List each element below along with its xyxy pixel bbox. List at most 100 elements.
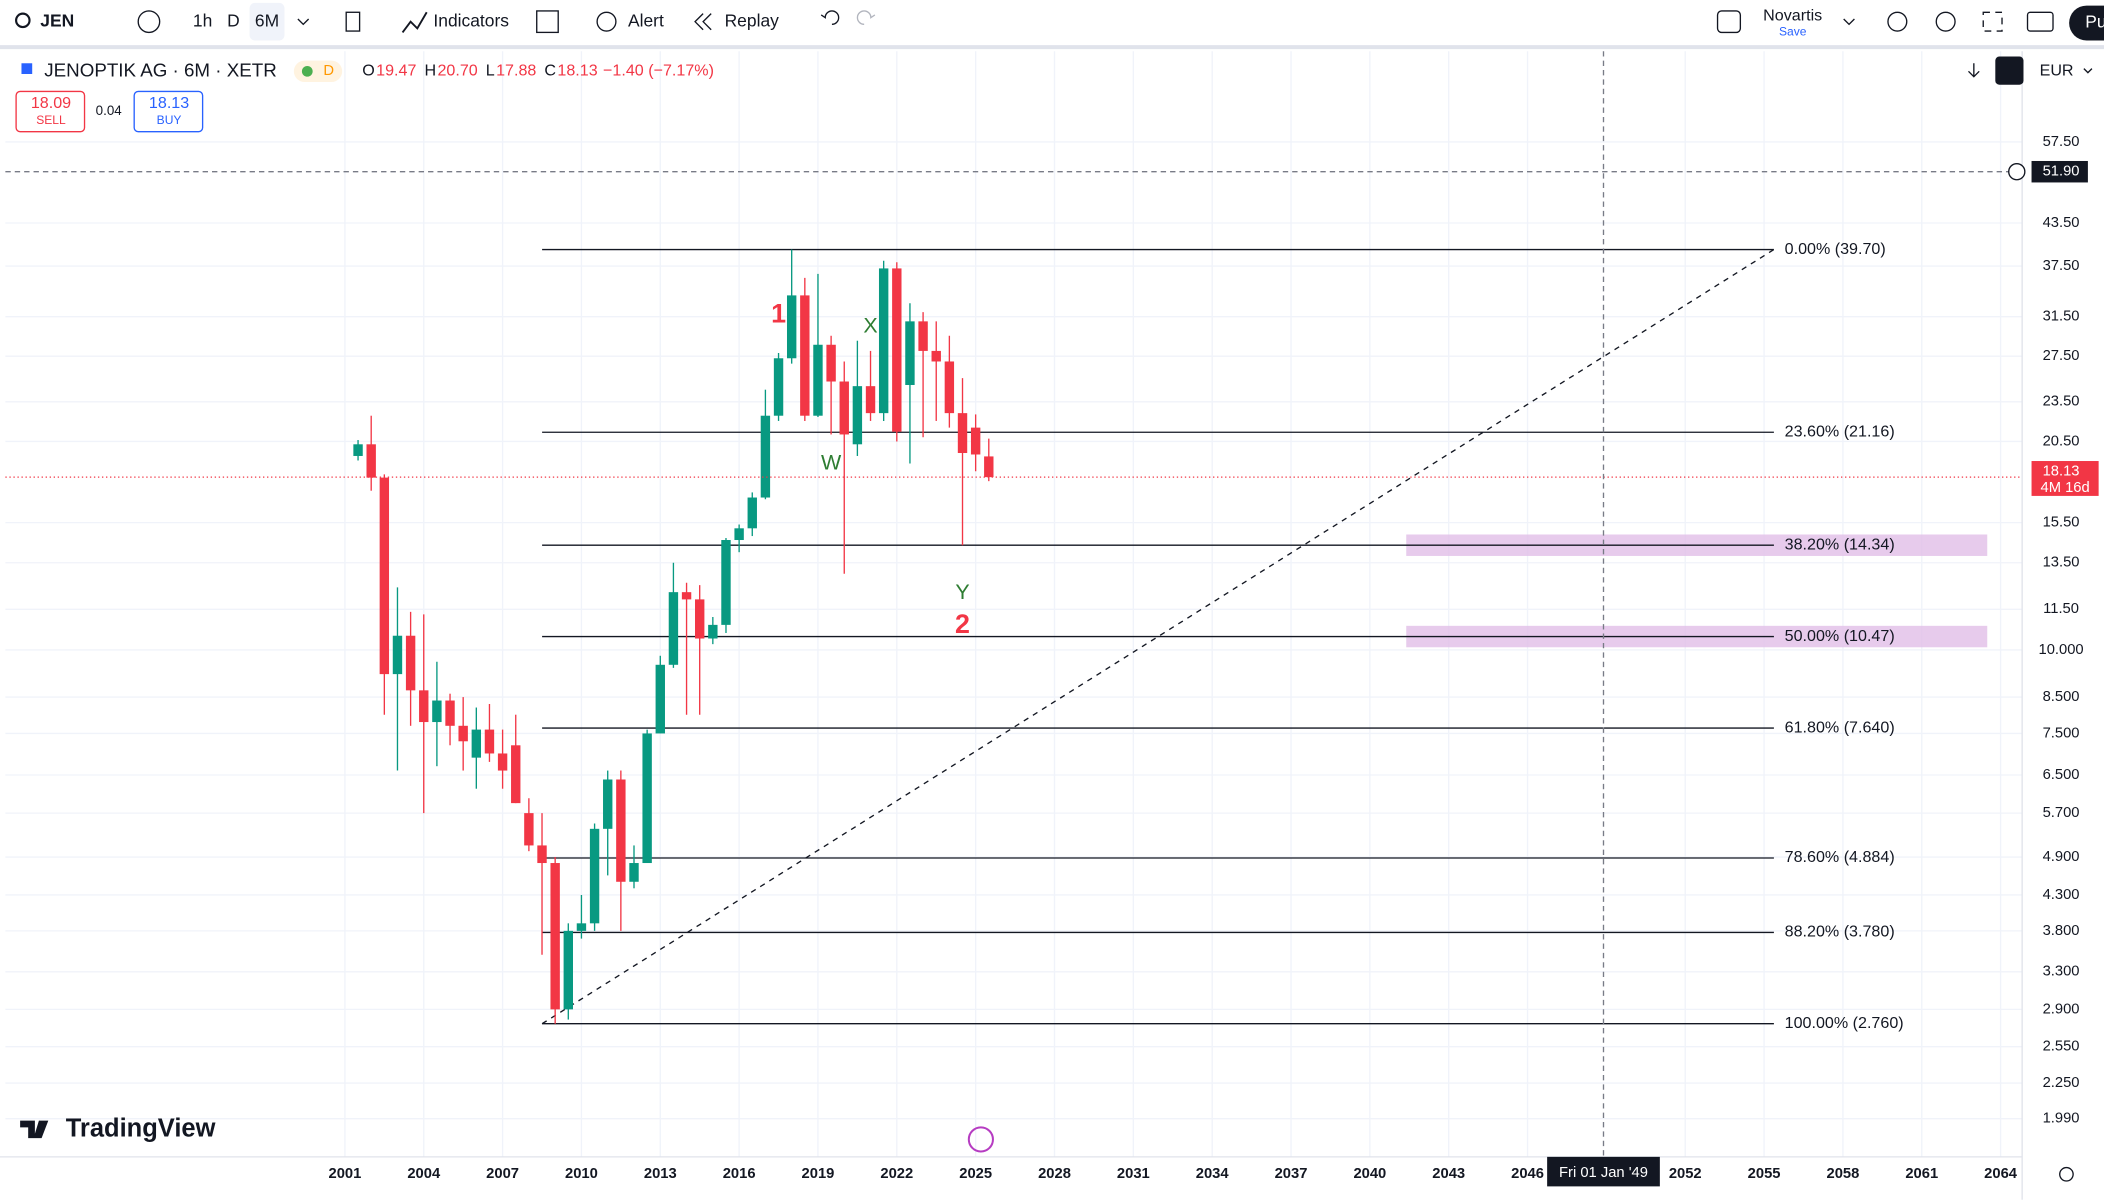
x-tick-label: 2025 <box>959 1166 992 1182</box>
candle-body <box>957 413 968 454</box>
candle-body <box>537 845 547 864</box>
x-tick-label: 2019 <box>802 1166 835 1182</box>
x-tick-label: 2001 <box>328 1166 361 1182</box>
ohlc-value: 17.88 <box>496 62 536 80</box>
sell-price[interactable]: 18.09 <box>31 94 71 112</box>
y-tick-label: 5.700 <box>2043 805 2080 821</box>
candle-body <box>944 361 955 414</box>
axis-settings[interactable] <box>2059 1166 2074 1182</box>
candle-body <box>695 599 705 639</box>
candle-body <box>642 733 652 864</box>
y-tick-label: 2.900 <box>2043 1001 2080 1017</box>
symbol[interactable]: JEN <box>40 10 74 30</box>
buy-label[interactable]: BUY <box>157 113 182 127</box>
toolbar: JEN 1h D 6M Indicators Alert Replay Nova… <box>0 2 2104 50</box>
candle-body <box>773 358 784 416</box>
interval[interactable]: D <box>227 10 240 30</box>
candle-body <box>984 456 994 478</box>
layout-icon[interactable] <box>1716 10 1742 34</box>
currency-dropdown[interactable] <box>2083 68 2093 74</box>
y-tick-label: 6.500 <box>2043 767 2080 783</box>
replay-icon[interactable] <box>694 13 712 31</box>
candle-body <box>708 624 718 639</box>
indicators-button[interactable]: Indicators <box>433 10 509 30</box>
candle-body <box>931 350 941 362</box>
wave-label: Y <box>955 580 969 604</box>
ohlc-value: 20.70 <box>437 62 477 80</box>
candle-body <box>747 497 757 529</box>
alert-button[interactable]: Alert <box>628 10 664 30</box>
interval-dropdown[interactable] <box>297 18 310 26</box>
y-tick-label: 1.990 <box>2043 1111 2080 1127</box>
chart-type-icon[interactable] <box>345 11 361 32</box>
y-tick-label: 20.50 <box>2043 433 2080 449</box>
fib-label: 61.80% (7.640) <box>1785 718 1895 736</box>
buy-button[interactable] <box>133 90 204 133</box>
undo[interactable] <box>820 10 840 26</box>
x-tick-label: 2058 <box>1826 1166 1859 1182</box>
x-tick-label: 2064 <box>1984 1166 2018 1182</box>
settings[interactable] <box>1935 11 1956 32</box>
fib-label: 50.00% (10.47) <box>1785 627 1895 645</box>
y-tick-label: 13.50 <box>2043 555 2080 571</box>
axis-controls: EUR <box>1968 56 2093 85</box>
sell-button[interactable] <box>15 90 86 133</box>
candle-body <box>379 477 390 675</box>
alert-icon[interactable] <box>596 11 617 32</box>
candle-body <box>366 444 376 478</box>
candle-body <box>865 386 876 414</box>
currency[interactable]: EUR <box>2040 62 2074 80</box>
redo[interactable] <box>856 10 876 26</box>
candle-body <box>878 268 889 414</box>
add-symbol[interactable] <box>137 10 161 34</box>
layout-name[interactable]: Novartis <box>1763 7 1822 25</box>
fib-label: 88.20% (3.780) <box>1785 923 1895 941</box>
fullscreen[interactable] <box>1982 11 2003 32</box>
x-tick-label: 2061 <box>1905 1166 1938 1182</box>
candle-body <box>471 729 482 758</box>
x-tick-label: 2031 <box>1117 1166 1150 1182</box>
candle-body <box>786 295 797 359</box>
auto-scale[interactable] <box>1995 56 2024 85</box>
fib-label: 100.00% (2.760) <box>1785 1014 1904 1032</box>
quick-search[interactable] <box>1887 11 1908 32</box>
publish-label[interactable]: Pu <box>2085 12 2104 32</box>
last-price-box <box>2031 461 2099 496</box>
candle-body <box>432 700 442 723</box>
interval[interactable]: 6M <box>255 10 279 30</box>
templates-icon[interactable] <box>536 10 559 34</box>
ohlc-key: L <box>486 62 495 80</box>
x-tick-label: 2037 <box>1275 1166 1308 1182</box>
candle-body <box>813 344 823 416</box>
sell-label[interactable]: SELL <box>36 113 66 127</box>
replay-button[interactable]: Replay <box>725 10 780 30</box>
candle-body <box>839 381 849 435</box>
scroll-down[interactable] <box>1968 63 1980 78</box>
x-tick-label: 2016 <box>723 1166 756 1182</box>
candle-body <box>524 813 534 846</box>
y-tick-label: 37.50 <box>2043 258 2080 274</box>
screenshot[interactable] <box>2026 11 2054 32</box>
last-price-countdown: 4M 16d <box>2040 480 2089 496</box>
search-icon[interactable] <box>15 12 31 29</box>
candle-body <box>970 427 981 455</box>
candle-body <box>458 725 468 742</box>
crosshair-date-box <box>1547 1156 1660 1187</box>
crosshair-add[interactable] <box>2008 162 2026 181</box>
y-tick-label: 57.50 <box>2043 134 2080 150</box>
interval[interactable]: 1h <box>193 10 212 30</box>
interval-active-bg <box>249 2 285 41</box>
buy-price[interactable]: 18.13 <box>149 94 189 112</box>
indicators-icon[interactable] <box>401 11 428 33</box>
candle-body <box>576 923 587 931</box>
candle-body <box>918 321 928 351</box>
candle-body <box>760 415 771 498</box>
x-tick-label: 2013 <box>644 1166 677 1182</box>
publish-button[interactable] <box>2069 5 2104 41</box>
price-change: −1.40 (−7.17%) <box>603 62 714 80</box>
layout-dropdown[interactable] <box>1843 18 1855 26</box>
ohlc-value: 18.13 <box>557 62 597 80</box>
events-icon[interactable] <box>967 1126 994 1153</box>
